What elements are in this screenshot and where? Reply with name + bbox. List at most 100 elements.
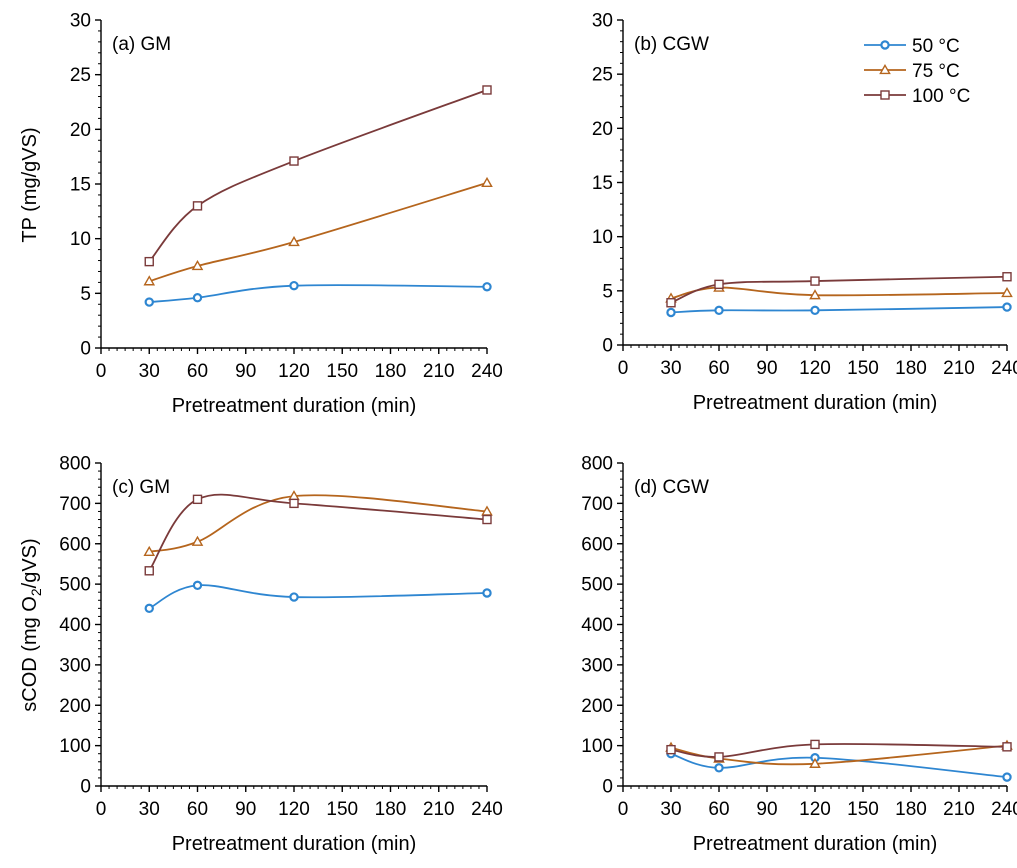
y-axis-title-scod-suffix: /gVS) (19, 538, 41, 588)
y-tick-label: 700 (59, 494, 91, 515)
series-75-c (143, 176, 493, 286)
data-point (666, 744, 676, 755)
x-tick-label: 90 (756, 799, 777, 820)
data-point (144, 297, 154, 307)
x-tick-label: 60 (708, 358, 729, 379)
x-tick-label: 180 (375, 361, 407, 382)
x-tick-label: 120 (799, 799, 831, 820)
data-point (810, 305, 820, 316)
series-line (149, 494, 488, 553)
data-point (1002, 302, 1012, 312)
legend-label: 100 °C (912, 86, 970, 107)
y-tick-label: 5 (602, 281, 613, 302)
x-tick-label: 180 (895, 799, 927, 820)
series-line (670, 275, 1008, 304)
y-axis-title-scod-subscript: 2 (28, 588, 44, 596)
x-tick-label: 180 (895, 358, 927, 379)
data-point (144, 256, 154, 267)
y-axis-title-tp: TP (mg/gVS) (19, 127, 41, 242)
x-axis-title: Pretreatment duration (min) (693, 392, 938, 414)
legend: 50 °C 75 °C 100 °C (864, 36, 970, 107)
y-tick-label: 0 (80, 777, 91, 798)
legend-item-100-c: 100 °C (864, 86, 970, 107)
x-tick-label: 90 (235, 361, 256, 382)
y-tick-label: 600 (581, 534, 613, 555)
series-100-c (144, 493, 492, 576)
data-point (1001, 286, 1013, 298)
data-point (144, 603, 154, 614)
y-tick-label: 30 (592, 11, 613, 32)
data-point (666, 307, 676, 318)
y-tick-label: 0 (602, 336, 613, 357)
x-tick-label: 90 (235, 799, 256, 820)
panel-label: (a) GM (112, 34, 171, 55)
y-tick-label: 800 (581, 454, 613, 475)
x-axis-title: Pretreatment duration (min) (172, 395, 417, 417)
chart-panel-d-cgw: 0 100 200 300 400 500 600 700 800 0 30 60 90 120 150 18… (581, 454, 1017, 856)
legend-marker (879, 63, 891, 75)
x-tick-label: 180 (375, 799, 407, 820)
data-point (714, 752, 724, 762)
x-tick-label: 210 (423, 361, 455, 382)
panel-label: (c) GM (112, 477, 170, 498)
data-point (1002, 272, 1012, 282)
x-tick-label: 60 (187, 799, 208, 820)
chart-panel-b-cgw: 0 5 10 15 20 25 30 0 30 60 90 120 150 180 210 240 Pretre… (592, 11, 1017, 415)
data-point (810, 739, 820, 750)
y-tick-label: 15 (592, 173, 613, 194)
x-tick-label: 240 (991, 799, 1017, 820)
data-point (289, 156, 299, 166)
x-tick-label: 90 (756, 358, 777, 379)
x-tick-label: 240 (471, 799, 503, 820)
series-100-c (666, 272, 1012, 308)
series-line (670, 743, 1008, 758)
y-tick-label: 10 (70, 229, 91, 250)
series-line (148, 89, 488, 263)
data-point (482, 85, 492, 95)
y-tick-label: 20 (592, 119, 613, 140)
x-tick-label: 150 (847, 358, 879, 379)
x-tick-label: 60 (187, 361, 208, 382)
series-50-c (666, 302, 1012, 318)
x-tick-label: 30 (139, 361, 160, 382)
y-tick-label: 600 (59, 534, 91, 555)
panels: 0 5 10 15 20 25 30 0 30 60 90 120 150 180 210 240 Pretre… (59, 11, 1017, 856)
y-tick-label: 100 (59, 736, 91, 757)
y-axis-title-bottom: sCOD (mg O2/gVS) (19, 538, 44, 711)
x-tick-label: 150 (847, 799, 879, 820)
chart-panel-c-gm: 0 100 200 300 400 500 600 700 800 0 30 60 90 120 150 18… (59, 454, 503, 856)
data-point (481, 176, 493, 188)
x-tick-label: 0 (618, 358, 629, 379)
data-point (714, 305, 724, 316)
y-tick-label: 0 (80, 339, 91, 360)
y-tick-label: 500 (59, 575, 91, 596)
series-100-c (666, 739, 1012, 762)
data-point (810, 276, 820, 286)
chart-panel-a-gm: 0 5 10 15 20 25 30 0 30 60 90 120 150 180 210 240 Pretre… (70, 11, 503, 418)
legend-item-50-c: 50 °C (864, 36, 960, 57)
series-50-c (144, 280, 492, 307)
data-point (1002, 772, 1012, 782)
series-line (148, 493, 488, 572)
y-tick-label: 200 (581, 696, 613, 717)
y-tick-label: 10 (592, 227, 613, 248)
data-point (289, 280, 299, 291)
x-axis-title: Pretreatment duration (min) (693, 833, 938, 855)
data-point (1002, 742, 1012, 752)
x-tick-label: 240 (471, 361, 503, 382)
panel-label: (b) CGW (634, 34, 709, 55)
data-point (192, 494, 203, 505)
legend-item-75-c: 75 °C (864, 61, 960, 82)
y-axis-title-top: TP (mg/gVS) (19, 127, 41, 242)
data-point (289, 592, 299, 602)
y-tick-label: 25 (70, 65, 91, 86)
y-tick-label: 200 (59, 696, 91, 717)
x-tick-label: 0 (96, 799, 107, 820)
data-point (143, 275, 156, 286)
data-point (482, 282, 492, 292)
data-point (191, 535, 204, 546)
x-tick-label: 120 (278, 361, 310, 382)
x-tick-label: 60 (708, 799, 729, 820)
x-axis-title: Pretreatment duration (min) (172, 833, 417, 855)
